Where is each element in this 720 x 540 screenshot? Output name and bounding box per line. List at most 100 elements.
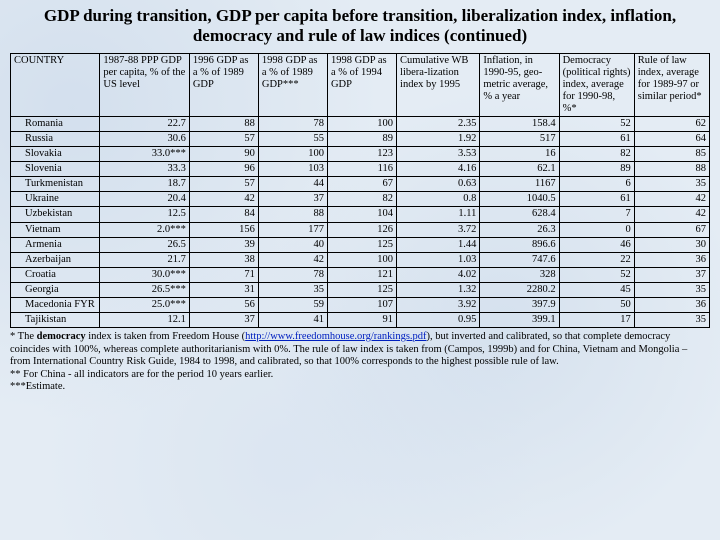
cell-value: 156 <box>189 222 258 237</box>
cell-value: 62 <box>634 117 709 132</box>
col-democracy: Democracy (political rights) index, aver… <box>559 53 634 116</box>
cell-country: Slovenia <box>11 162 100 177</box>
cell-value: 30.6 <box>100 132 189 147</box>
table-row: Azerbaijan21.738421001.03747.62236 <box>11 252 710 267</box>
cell-value: 37 <box>634 267 709 282</box>
cell-value: 18.7 <box>100 177 189 192</box>
table-row: Armenia26.539401251.44896.64630 <box>11 237 710 252</box>
cell-country: Croatia <box>11 267 100 282</box>
cell-value: 42 <box>258 252 327 267</box>
cell-value: 30 <box>634 237 709 252</box>
cell-value: 59 <box>258 297 327 312</box>
cell-value: 107 <box>327 297 396 312</box>
col-inflation: Inflation, in 1990-95, geo-metric averag… <box>480 53 559 116</box>
cell-value: 4.16 <box>397 162 480 177</box>
cell-value: 40 <box>258 237 327 252</box>
cell-value: 103 <box>258 162 327 177</box>
cell-value: 35 <box>634 177 709 192</box>
cell-value: 42 <box>634 192 709 207</box>
col-gdp-1998a: 1998 GDP as a % of 1989 GDP*** <box>258 53 327 116</box>
cell-value: 31 <box>189 282 258 297</box>
cell-country: Slovakia <box>11 147 100 162</box>
footnotes: * The democracy index is taken from Free… <box>10 331 710 394</box>
cell-value: 71 <box>189 267 258 282</box>
cell-value: 6 <box>559 177 634 192</box>
cell-value: 125 <box>327 237 396 252</box>
cell-value: 397.9 <box>480 297 559 312</box>
cell-value: 88 <box>634 162 709 177</box>
cell-value: 3.53 <box>397 147 480 162</box>
cell-value: 1.44 <box>397 237 480 252</box>
cell-value: 64 <box>634 132 709 147</box>
page-title: GDP during transition, GDP per capita be… <box>10 6 710 47</box>
cell-value: 78 <box>258 117 327 132</box>
cell-value: 55 <box>258 132 327 147</box>
cell-value: 62.1 <box>480 162 559 177</box>
cell-country: Azerbaijan <box>11 252 100 267</box>
gdp-transition-table: COUNTRY 1987-88 PPP GDP per capita, % of… <box>10 53 710 328</box>
cell-value: 0 <box>559 222 634 237</box>
cell-value: 1.03 <box>397 252 480 267</box>
cell-value: 26.3 <box>480 222 559 237</box>
cell-value: 57 <box>189 177 258 192</box>
table-row: Macedonia FYR25.0***56591073.92397.95036 <box>11 297 710 312</box>
cell-value: 0.8 <box>397 192 480 207</box>
cell-value: 2.0*** <box>100 222 189 237</box>
cell-value: 46 <box>559 237 634 252</box>
cell-value: 50 <box>559 297 634 312</box>
cell-value: 628.4 <box>480 207 559 222</box>
cell-value: 44 <box>258 177 327 192</box>
cell-value: 90 <box>189 147 258 162</box>
cell-value: 88 <box>189 117 258 132</box>
cell-country: Russia <box>11 132 100 147</box>
cell-value: 399.1 <box>480 312 559 327</box>
table-row: Ukraine20.44237820.81040.56142 <box>11 192 710 207</box>
cell-value: 100 <box>327 252 396 267</box>
cell-value: 61 <box>559 132 634 147</box>
cell-value: 22.7 <box>100 117 189 132</box>
cell-value: 125 <box>327 282 396 297</box>
cell-country: Tajikistan <box>11 312 100 327</box>
cell-value: 67 <box>327 177 396 192</box>
cell-value: 177 <box>258 222 327 237</box>
cell-value: 89 <box>327 132 396 147</box>
cell-value: 91 <box>327 312 396 327</box>
table-row: Romania22.788781002.35158.45262 <box>11 117 710 132</box>
table-row: Georgia26.5***31351251.322280.24535 <box>11 282 710 297</box>
cell-value: 21.7 <box>100 252 189 267</box>
cell-value: 36 <box>634 252 709 267</box>
cell-value: 1.32 <box>397 282 480 297</box>
cell-value: 12.1 <box>100 312 189 327</box>
freedom-house-link[interactable]: http://www.freedomhouse.org/rankings.pdf <box>245 331 426 342</box>
cell-country: Armenia <box>11 237 100 252</box>
cell-value: 56 <box>189 297 258 312</box>
cell-value: 517 <box>480 132 559 147</box>
cell-value: 35 <box>258 282 327 297</box>
table-body: Romania22.788781002.35158.45262Russia30.… <box>11 117 710 328</box>
cell-value: 1040.5 <box>480 192 559 207</box>
cell-value: 2280.2 <box>480 282 559 297</box>
table-row: Slovenia33.3961031164.1662.18988 <box>11 162 710 177</box>
table-row: Vietnam2.0***1561771263.7226.3067 <box>11 222 710 237</box>
cell-value: 100 <box>258 147 327 162</box>
cell-value: 328 <box>480 267 559 282</box>
footnote-1-part-a: * The <box>10 331 37 342</box>
cell-value: 1167 <box>480 177 559 192</box>
table-row: Turkmenistan18.75744670.631167635 <box>11 177 710 192</box>
cell-value: 42 <box>189 192 258 207</box>
cell-value: 89 <box>559 162 634 177</box>
cell-value: 84 <box>189 207 258 222</box>
cell-value: 88 <box>258 207 327 222</box>
col-rule-of-law: Rule of law index, average for 1989-97 o… <box>634 53 709 116</box>
cell-value: 126 <box>327 222 396 237</box>
cell-value: 37 <box>189 312 258 327</box>
cell-value: 2.35 <box>397 117 480 132</box>
cell-value: 57 <box>189 132 258 147</box>
cell-value: 39 <box>189 237 258 252</box>
cell-value: 22 <box>559 252 634 267</box>
cell-value: 67 <box>634 222 709 237</box>
cell-value: 41 <box>258 312 327 327</box>
table-row: Slovakia33.0***901001233.53168285 <box>11 147 710 162</box>
cell-value: 0.95 <box>397 312 480 327</box>
cell-value: 26.5*** <box>100 282 189 297</box>
